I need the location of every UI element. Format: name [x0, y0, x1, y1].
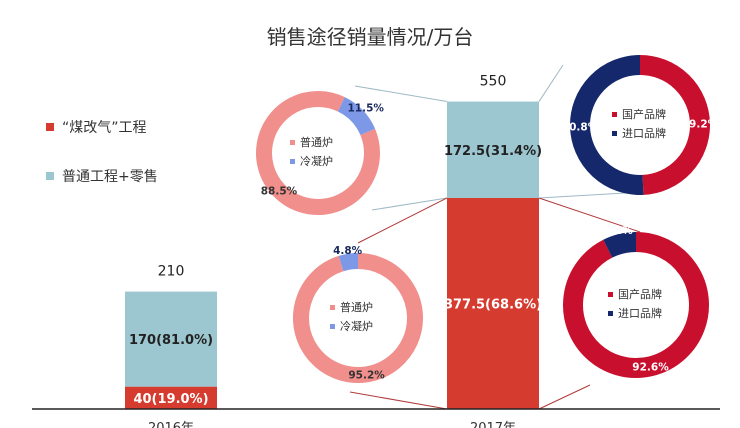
donut-legend-label-boiler-type-coal-0: 普通炉 — [340, 300, 373, 314]
donut-legend-label-boiler-type-retail-1: 冷凝炉 — [300, 154, 333, 168]
connector-line — [371, 197, 448, 211]
donut-legend-swatch-boiler-type-retail-0 — [290, 140, 295, 145]
donut-legend-swatch-boiler-type-coal-0 — [330, 305, 335, 310]
bar-2016年-series-1 — [125, 291, 217, 387]
legend-label-coal-to-gas: “煤改气”工程 — [62, 120, 147, 136]
donut-legend-label-boiler-type-coal-1: 冷凝炉 — [340, 319, 373, 333]
donut-legend-swatch-boiler-type-coal-1 — [330, 324, 335, 329]
bar-2016年-series-0 — [125, 386, 217, 409]
x-tick-2016年: 2016年 — [148, 421, 194, 428]
bar-label-2017年-series-1: 172.5(31.4%) — [444, 144, 542, 159]
donut-slice-boiler-type-coal-0 — [293, 253, 423, 383]
donut-legend-swatch-brand-coal-0 — [608, 292, 613, 297]
total-label-2017年: 550 — [480, 74, 507, 90]
donut-pct-boiler-type-coal-0: 95.2% — [348, 369, 385, 381]
donut-slice-brand-retail-1 — [570, 55, 644, 195]
donut-pct-brand-coal-0: 92.6% — [632, 361, 669, 373]
donut-pct-brand-retail-0: 49.2% — [682, 118, 719, 130]
donut-slice-boiler-type-coal-1 — [338, 253, 359, 272]
donut-pct-brand-coal-1: 7.4% — [604, 225, 634, 237]
donut-legend-swatch-brand-retail-0 — [612, 112, 617, 117]
legend-label-retail: 普通工程+零售 — [62, 169, 158, 185]
x-tick-2017年: 2017年 — [470, 421, 516, 428]
donut-slice-brand-retail-0 — [639, 55, 710, 195]
bar-label-2016年-series-1: 170(81.0%) — [129, 333, 213, 348]
x-axis-ticks: 2016年 2017年 — [148, 421, 516, 428]
donut-legend-label-brand-coal-1: 进口品牌 — [618, 306, 662, 320]
donut-legend-label-boiler-type-retail-0: 普通炉 — [300, 135, 333, 149]
legend-swatch-retail — [46, 172, 54, 180]
bars-layer: 40(19.0%) 170(81.0%) 210 377.5(68.6%) 172.5(… — [125, 74, 542, 409]
connector-line — [357, 197, 448, 244]
donut-pct-boiler-type-retail-1: 11.5% — [347, 102, 384, 114]
connector-line — [349, 391, 448, 410]
donut-pct-brand-retail-1: 50.8% — [562, 122, 599, 134]
donut-legend-label-brand-retail-1: 进口品牌 — [622, 126, 666, 140]
donut-pct-boiler-type-retail-0: 88.5% — [261, 185, 298, 197]
donut-legend-swatch-boiler-type-retail-1 — [290, 159, 295, 164]
donut-legend-label-brand-coal-0: 国产品牌 — [618, 287, 662, 301]
total-label-2016年: 210 — [158, 264, 185, 280]
connector-line — [538, 64, 564, 102]
connector-lines — [349, 64, 643, 410]
bar-2017年-series-0 — [447, 197, 539, 409]
donut-legend-swatch-brand-coal-1 — [608, 311, 613, 316]
connector-line — [354, 85, 448, 103]
donut-legend-label-brand-retail-0: 国产品牌 — [622, 107, 666, 121]
donut-slice-brand-coal-0 — [563, 232, 709, 378]
chart-title: 销售途径销量情况/万台 — [267, 25, 474, 49]
donut-pct-boiler-type-coal-1: 4.8% — [333, 245, 363, 257]
donut-slice-boiler-type-retail-1 — [337, 97, 376, 136]
legend-swatch-coal-to-gas — [46, 123, 54, 131]
connector-line — [538, 197, 641, 233]
bar-label-2017年-series-0: 377.5(68.6%) — [444, 297, 542, 312]
bar-2017年-series-1 — [447, 101, 539, 198]
connector-line — [538, 384, 591, 410]
donut-slice-brand-coal-1 — [603, 232, 637, 258]
donuts-layer: 88.5%11.5%普通炉冷凝炉49.2%50.8%国产品牌进口品牌95.2%4… — [256, 55, 719, 383]
donut-legend-swatch-brand-retail-1 — [612, 131, 617, 136]
donut-slice-boiler-type-retail-0 — [256, 91, 380, 215]
bar-label-2016年-series-0: 40(19.0%) — [133, 392, 208, 407]
